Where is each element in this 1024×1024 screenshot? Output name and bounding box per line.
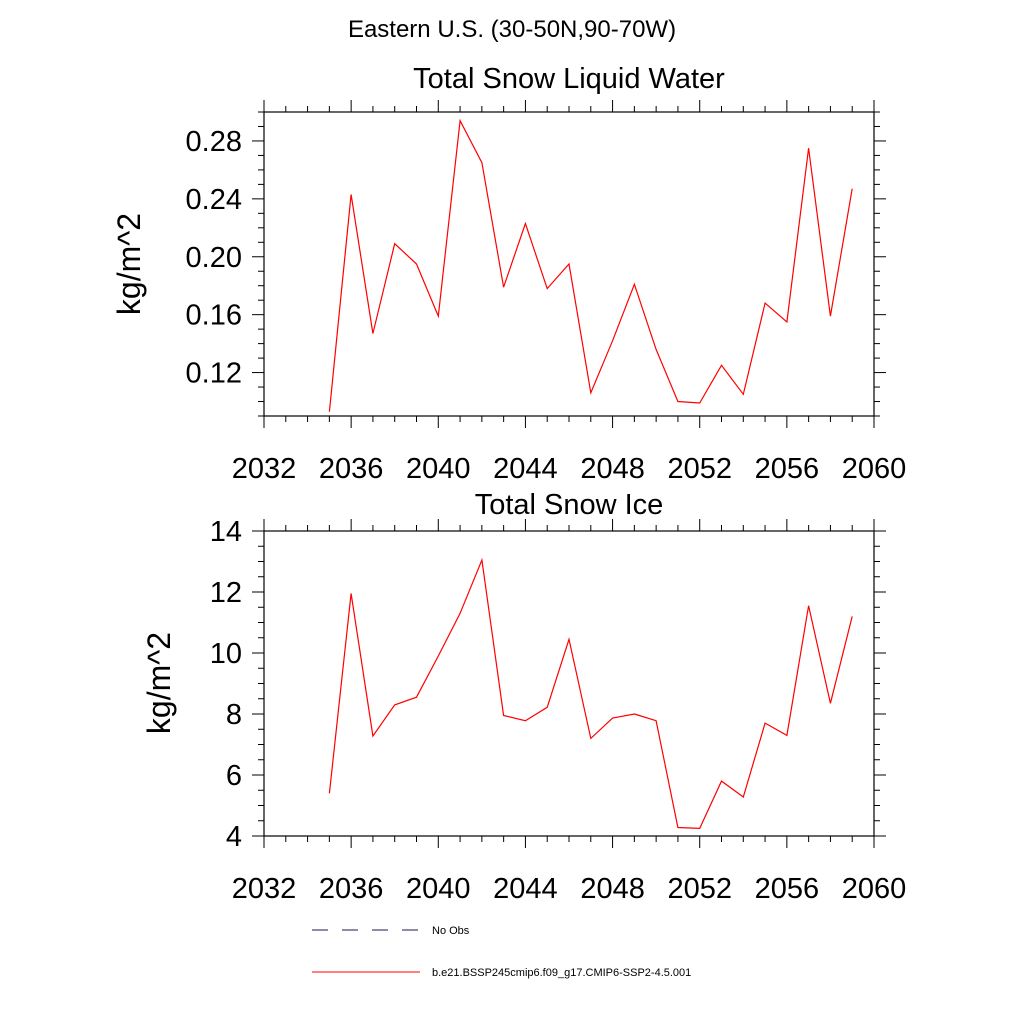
- x-tick-label: 2056: [755, 873, 820, 905]
- y-tick-label: 0.16: [186, 300, 242, 332]
- x-tick-label: 2048: [580, 873, 645, 905]
- y-tick-label: 0.24: [186, 184, 242, 216]
- y-axis-label: kg/m^2: [141, 632, 177, 734]
- x-tick-label: 2036: [319, 873, 384, 905]
- x-tick-label: 2052: [667, 453, 732, 485]
- x-tick-label: 2040: [406, 873, 471, 905]
- x-tick-label: 2036: [319, 453, 384, 485]
- chart-title: Total Snow Ice: [475, 489, 664, 521]
- x-tick-label: 2048: [580, 453, 645, 485]
- series-line: [328, 557, 853, 830]
- x-tick-label: 2052: [667, 873, 732, 905]
- figure-title: Eastern U.S. (30-50N,90-70W): [347, 16, 677, 43]
- chart-title: Total Snow Liquid Water: [413, 63, 725, 95]
- x-tick-label: 2044: [493, 453, 558, 485]
- y-tick-label: 0.12: [186, 358, 242, 390]
- chart-panel-snow-ice: Total Snow Ice kg/m^2 2032 2036 2040 2044 2048…: [141, 489, 906, 905]
- y-tick-label: 12: [210, 577, 242, 609]
- legend-label: No Obs: [432, 925, 470, 937]
- x-tick-label: 2056: [755, 453, 820, 485]
- x-tick-label: 2044: [493, 873, 558, 905]
- legend-label: b.e21.BSSP245cmip6.f09_g17.CMIP6-SSP2-4.…: [432, 967, 691, 979]
- legend: No Obs b.e21.BSSP245cmip6.f09_g17.CMIP6-S…: [312, 925, 691, 979]
- y-axis-label: kg/m^2: [111, 213, 147, 315]
- plot-frame: [263, 530, 875, 837]
- x-tick-label: 2032: [232, 873, 297, 905]
- y-tick-label: 8: [226, 699, 242, 731]
- x-tick-label: 2060: [842, 873, 907, 905]
- y-tick-label: 10: [210, 638, 242, 670]
- y-tick-label: 14: [210, 516, 242, 548]
- y-tick-label: 4: [226, 821, 242, 853]
- chart-panel-snow-liquid-water: Total Snow Liquid Water kg/m^2 2032 2036 204…: [111, 63, 906, 485]
- x-tick-label: 2032: [232, 453, 297, 485]
- series-line: [328, 118, 853, 412]
- x-tick-label: 2040: [406, 453, 471, 485]
- y-tick-label: 0.28: [186, 126, 242, 158]
- y-tick-label: 6: [226, 760, 242, 792]
- x-tick-label: 2060: [842, 453, 907, 485]
- y-tick-label: 0.20: [186, 242, 242, 274]
